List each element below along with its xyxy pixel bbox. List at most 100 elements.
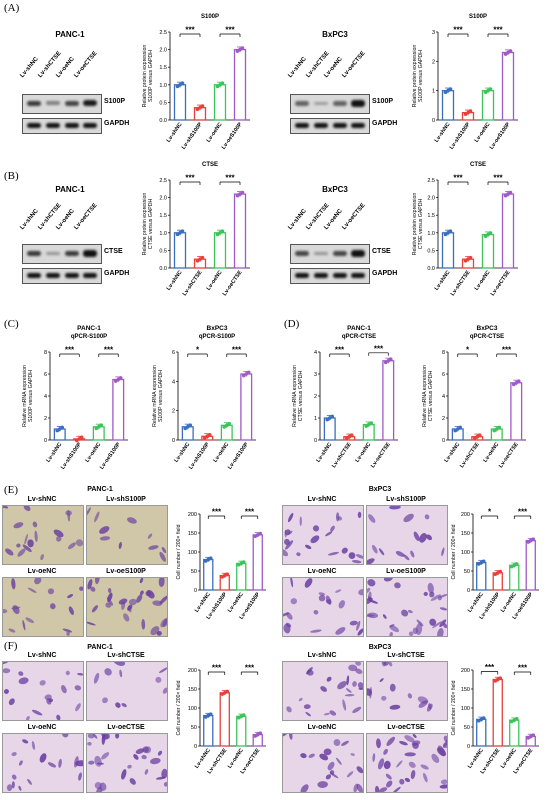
significance-label: *** [225,26,235,35]
transwell-micrograph [366,505,448,565]
y-tick-label: 2 [172,409,175,415]
y-tick-label: 2.5 [159,178,167,184]
bar [323,417,336,441]
significance-label: *** [225,174,235,183]
blot-strip-target [22,244,102,264]
micrograph-label: Lv-shS100P [386,496,426,503]
data-point [118,376,123,380]
transwell-micrograph [366,733,448,793]
micrograph-label: Lv-oeCTSE [387,724,425,731]
panel-label-e: (E) [4,484,19,496]
transwell-micrograph [2,505,84,565]
data-point [180,81,185,86]
data-point [488,231,493,235]
significance-label: *** [518,664,528,673]
y-axis-label: Relative mRNA expression [152,365,158,427]
data-point [180,229,185,234]
significance-label: *** [212,664,222,673]
significance-label: *** [232,346,242,355]
data-point [220,81,225,86]
blot-title-bxpc-a: BxPC3 [322,30,348,39]
significance-label: *** [502,346,512,355]
chart-title: qPCR-S100P [71,334,107,340]
data-point [240,190,245,195]
x-tick-label: Lv-oeCTSE [498,441,520,469]
y-tick-label: 6 [44,372,47,378]
data-point [448,87,453,91]
chart-title: BxPC3 [477,325,498,332]
transwell-micrograph [282,577,364,637]
data-point [349,433,354,437]
y-axis-label: Cell number / 200× field [451,524,457,579]
micrograph-label: Lv-oeS100P [106,568,146,575]
bar [240,373,253,441]
blot-title-panc-b: PANC-1 [55,185,85,194]
lane-label: Lv-oeCTSE [341,202,367,231]
transwell-micrograph [2,661,84,721]
band-name-target: S100P [104,98,126,105]
x-tick-label: Lv-shS100P [188,441,211,470]
bar-chart-b2: CTSE 0.0 0.5 1.0 1.5 2.0 2.5 Relative protein e… [412,162,518,297]
blot-strip-gapdh [22,118,102,134]
blot-title-bxpc-b: BxPC3 [322,185,348,194]
x-tick-label: Lv-shNC [434,270,452,292]
transwell-micrograph [2,577,84,637]
x-tick-label: Lv-shNC [45,442,63,464]
bar [173,84,187,121]
data-point [246,370,251,375]
transwell-micrograph [2,733,84,793]
x-tick-label: Lv-shNC [166,122,184,144]
y-tick-label: 200 [461,512,470,518]
lane-label: Lv-shNC [287,208,308,231]
y-tick-label: 2.0 [159,48,167,54]
y-axis-label: Relative mRNA expression [292,365,298,427]
y-tick-label: 0 [314,438,317,444]
y-tick-label: 100 [188,706,197,712]
data-point [258,531,263,536]
y-axis-label: Relative protein expression [142,193,148,256]
data-point [208,712,213,717]
y-tick-label: 50 [191,569,197,575]
data-point [498,676,503,680]
bar [476,718,487,747]
significance-label: *** [485,663,495,672]
transwell-micrograph [366,661,448,721]
transwell-micrograph [86,505,168,565]
y-tick-label: 150 [461,687,470,693]
band-name-gapdh: GAPDH [372,120,398,127]
band-name-gapdh: GAPDH [104,270,130,277]
y-tick-label: 2 [314,394,317,400]
micrograph-label: Lv-oeNC [27,568,57,575]
micro-title-panc-e: PANC-1 [87,486,113,493]
y-axis-label: S100P versus GAPDH [28,370,34,422]
blot-strip-gapdh [22,268,102,284]
data-point [60,425,65,430]
y-tick-label: 2 [442,416,445,422]
transwell-micrograph [282,661,364,721]
bar-chart-a2: S100P 0 1 2 3 Relative protein expression S100… [412,14,518,151]
y-tick-label: 4 [314,350,317,356]
transwell-micrograph [282,505,364,565]
western-blot-a-panc: Lv-shNC Lv-shCTSE Lv-oeNC Lv-oeCTSE S100… [19,48,142,138]
significance-label: *** [185,26,195,35]
y-tick-label: 2.0 [427,196,435,202]
panel-label-b: (B) [4,170,19,182]
x-tick-label: Lv-shCTSE [459,441,481,469]
lane-label: Lv-oeCTSE [73,50,99,79]
significance-label: *** [185,174,195,183]
y-tick-label: 8 [442,350,445,356]
data-point [448,229,453,234]
significance-label: *** [493,26,503,35]
bar [441,232,455,269]
x-tick-label: Lv-oeCTSE [490,269,512,297]
x-tick-label: Lv-oeCTSE [222,269,244,297]
y-axis-label: Cell number / 200× field [176,680,182,735]
x-tick-label: Lv-shS100P [181,121,204,150]
x-tick-label: Lv-shNC [434,122,452,144]
data-point [514,562,519,566]
y-tick-label: 0 [172,438,175,444]
x-tick-label: Lv-shS100P [449,121,472,150]
x-tick-label: Lv-oeNC [354,442,372,464]
y-tick-label: 2.5 [427,178,435,184]
